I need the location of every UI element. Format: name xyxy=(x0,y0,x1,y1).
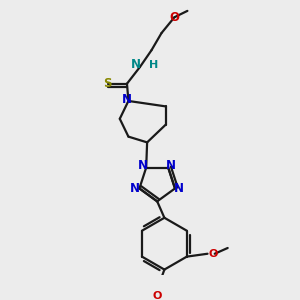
Text: O: O xyxy=(209,249,218,259)
Text: N: N xyxy=(130,182,140,195)
Text: O: O xyxy=(152,291,162,300)
Text: N: N xyxy=(174,182,184,195)
Text: S: S xyxy=(103,77,112,90)
Text: O: O xyxy=(169,11,179,24)
Text: N: N xyxy=(122,93,132,106)
Text: N: N xyxy=(138,159,148,172)
Text: N: N xyxy=(166,159,176,172)
Text: N: N xyxy=(131,58,141,71)
Text: H: H xyxy=(148,60,158,70)
